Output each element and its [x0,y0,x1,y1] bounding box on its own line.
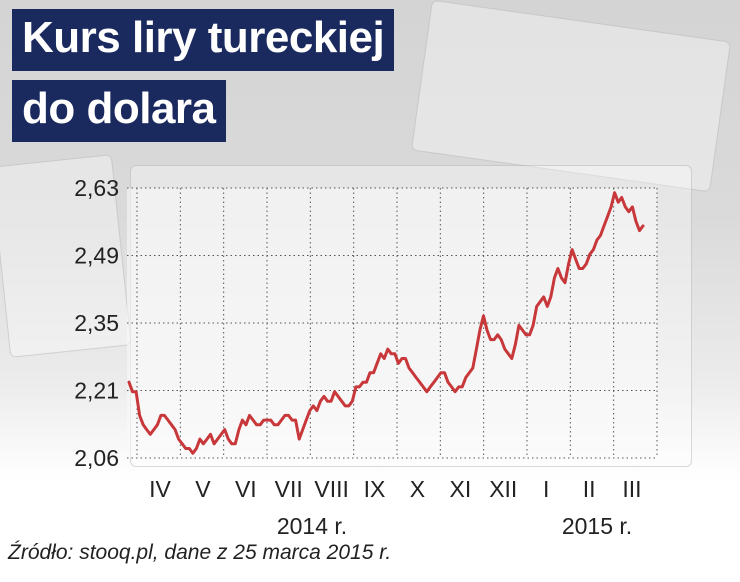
y-tick-label: 2,63 [74,175,119,201]
x-tick-label: VI [235,476,257,502]
y-tick-label: 2,35 [74,310,119,336]
x-tick-label: I [543,476,549,502]
year-label: 2015 r. [562,513,632,539]
title-box-line2: do dolara [12,80,226,142]
title-line1: Kurs liry tureckiej [22,13,385,62]
title-line2: do dolara [22,84,216,133]
title-box-line1: Kurs liry tureckiej [12,9,395,71]
x-tick-label: X [410,476,425,502]
x-tick-label: IV [149,476,171,502]
y-tick-label: 2,06 [74,445,119,471]
x-tick-label: XII [489,476,517,502]
x-tick-label: VII [275,476,303,502]
x-tick-label: VIII [314,476,349,502]
x-tick-label: III [622,476,641,502]
series-line [127,191,645,455]
x-tick-label: II [583,476,596,502]
y-tick-label: 2,21 [74,378,119,404]
x-tick-label: IX [364,476,386,502]
x-tick-label: V [195,476,211,502]
x-tick-label: XI [449,476,471,502]
source-note: Źródło: stooq.pl, dane z 25 marca 2015 r… [8,541,392,564]
y-tick-label: 2,49 [74,243,119,269]
year-label: 2014 r. [277,513,347,539]
